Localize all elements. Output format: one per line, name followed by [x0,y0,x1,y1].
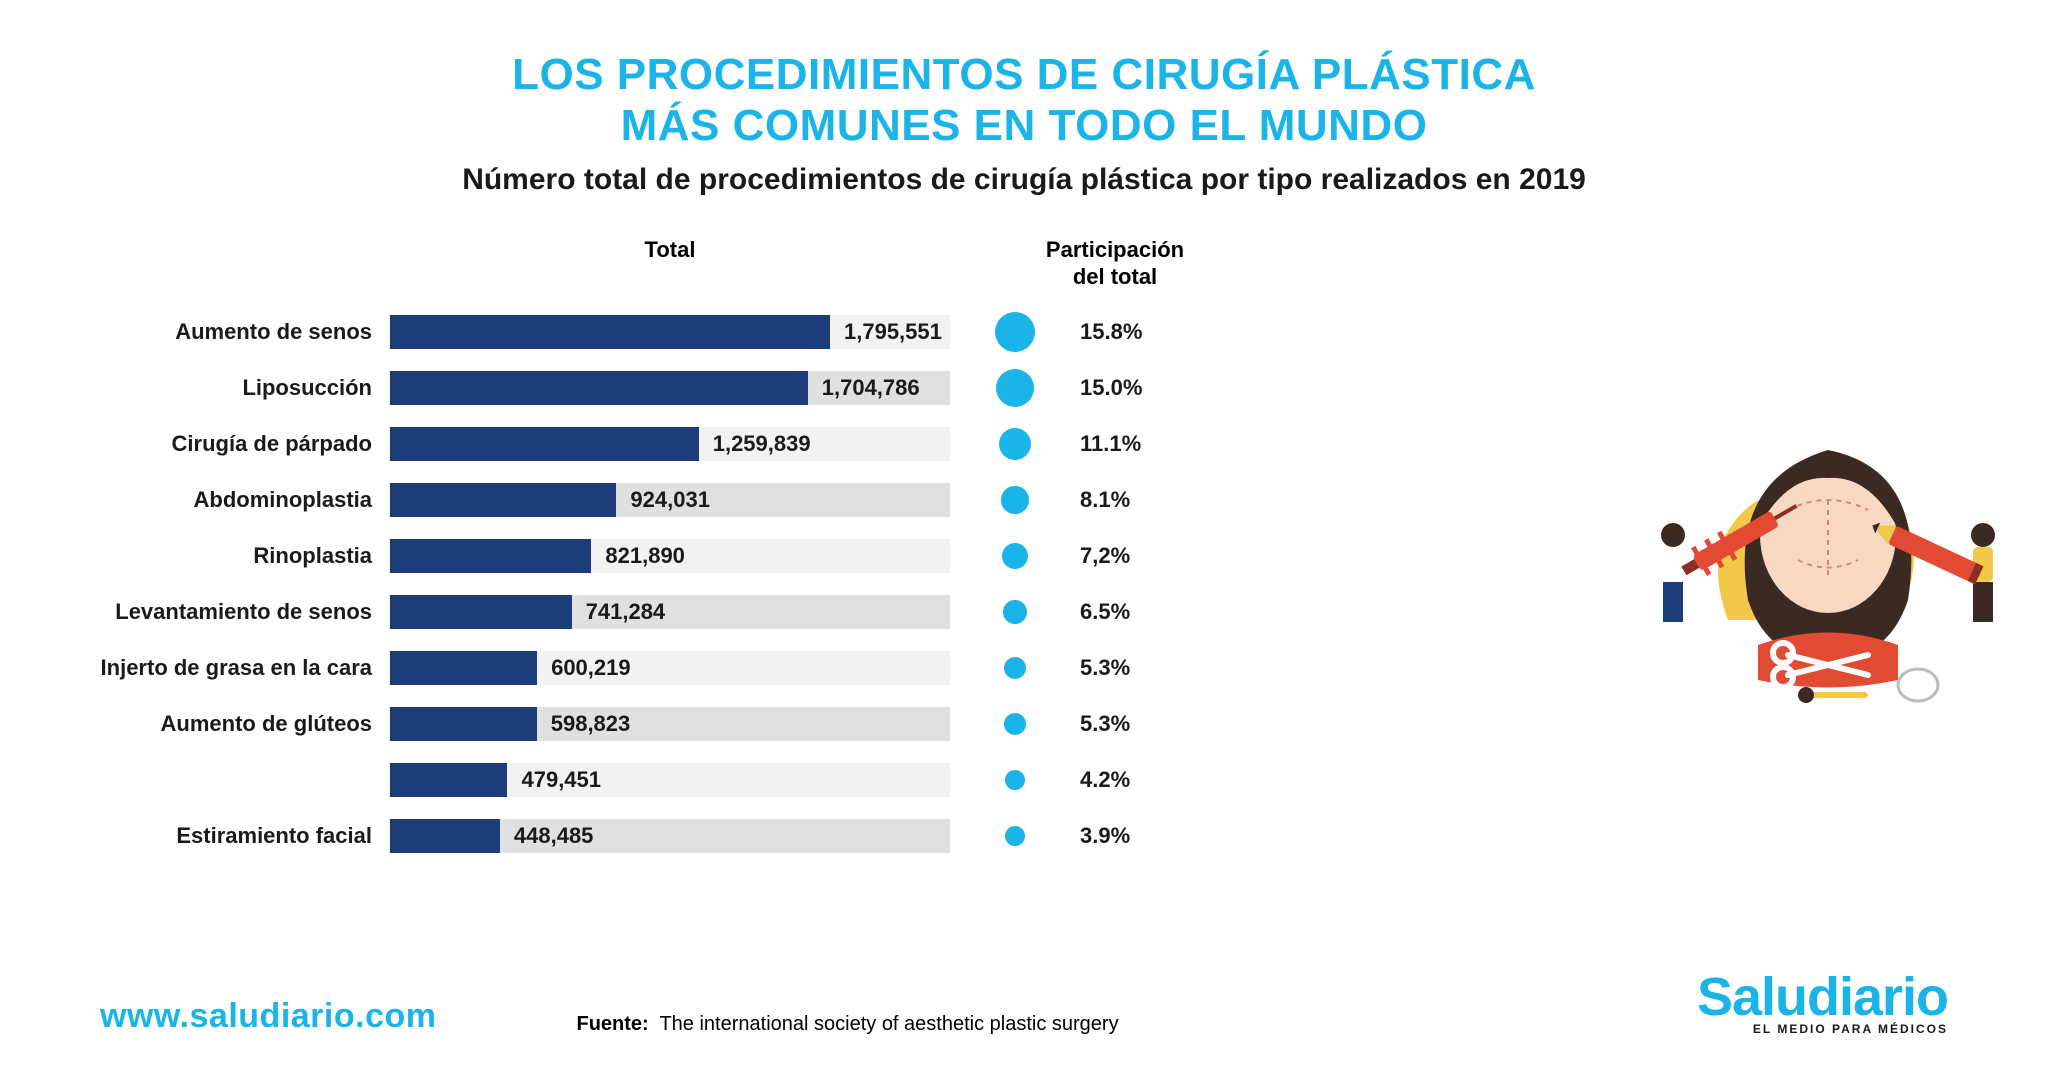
dot-cell [950,428,1080,460]
bar-track: 741,284 [390,595,950,629]
dot-cell [950,312,1080,352]
header-participation: Participación del total [950,237,1280,290]
row-label: Injerto de grasa en la cara [100,655,390,681]
participation-pct: 6.5% [1080,599,1200,625]
dot-cell [950,600,1080,625]
bar-fill [390,595,572,629]
surgery-illustration-icon [1638,360,2018,710]
participation-dot-icon [1005,770,1026,791]
title-line-1: LOS PROCEDIMIENTOS DE CIRUGÍA PLÁSTICA [512,50,1536,99]
title-line-2: MÁS COMUNES EN TODO EL MUNDO [621,101,1428,150]
participation-dot-icon [995,312,1035,352]
bar-value: 600,219 [551,655,631,681]
chart-row: Injerto de grasa en la cara 600,219 5.3% [100,640,1280,696]
row-label: Cirugía de párpado [100,431,390,457]
participation-pct: 8.1% [1080,487,1200,513]
dot-cell [950,486,1080,513]
chart-row: Aumento de senos 1,795,551 15.8% [100,304,1280,360]
source-citation: Fuente: The international society of aes… [576,1013,1118,1036]
row-label: Rinoplastia [100,543,390,569]
chart-row: Liposucción 1,704,786 15.0% [100,360,1280,416]
row-label: Liposucción [100,375,390,401]
brand-name: Saludiario [1697,973,1948,1022]
bar-track: 1,259,839 [390,427,950,461]
participation-pct: 11.1% [1080,431,1200,457]
bar-track: 924,031 [390,483,950,517]
footer: www.saludiario.com Fuente: The internati… [0,973,2048,1036]
page-subtitle: Número total de procedimientos de cirugí… [100,163,1948,197]
participation-dot-icon [1002,543,1028,569]
header-total: Total [390,237,950,290]
bar-fill [390,819,500,853]
brand-logo: Saludiario EL MEDIO PARA MÉDICOS [1697,973,1948,1036]
participation-pct: 15.0% [1080,375,1200,401]
bar-fill [390,539,591,573]
participation-dot-icon [999,428,1031,460]
participation-dot-icon [1001,486,1028,513]
chart-row: Aumento de glúteos 598,823 5.3% [100,696,1280,752]
bar-track: 821,890 [390,539,950,573]
row-label: Abdominoplastia [100,487,390,513]
row-label: Aumento de senos [100,319,390,345]
chart-headers: Total Participación del total [100,237,1280,290]
bar-value: 448,485 [514,823,594,849]
dot-cell [950,657,1080,680]
chart-row: Cirugía de párpado 1,259,839 11.1% [100,416,1280,472]
bar-track: 1,795,551 [390,315,950,349]
bar-fill [390,651,537,685]
bar-fill [390,763,507,797]
bar-fill [390,315,830,349]
participation-pct: 15.8% [1080,319,1200,345]
dot-cell [950,770,1080,791]
chart-row: Estiramiento facial 448,485 3.9% [100,808,1280,864]
participation-pct: 3.9% [1080,823,1200,849]
bar-fill [390,371,808,405]
row-label: Levantamiento de senos [100,599,390,625]
bar-value: 479,451 [521,767,601,793]
bar-value: 741,284 [586,599,666,625]
dot-cell [950,826,1080,846]
row-label: Aumento de glúteos [100,711,390,737]
bar-value: 1,259,839 [713,431,811,457]
dot-cell [950,713,1080,736]
participation-dot-icon [996,369,1035,408]
participation-pct: 5.3% [1080,711,1200,737]
row-label: Estiramiento facial [100,823,390,849]
bar-fill [390,427,699,461]
bar-track: 600,219 [390,651,950,685]
participation-pct: 7,2% [1080,543,1200,569]
bar-value: 821,890 [605,543,685,569]
participation-dot-icon [1003,600,1028,625]
bar-chart: Total Participación del total Aumento de… [100,237,1280,864]
bar-value: 598,823 [551,711,631,737]
participation-dot-icon [1004,657,1027,680]
chart-row: Levantamiento de senos 741,284 6.5% [100,584,1280,640]
bar-track: 479,451 [390,763,950,797]
bar-value: 1,704,786 [822,375,920,401]
website-url: www.saludiario.com [100,997,436,1036]
bar-track: 1,704,786 [390,371,950,405]
page-title: LOS PROCEDIMIENTOS DE CIRUGÍA PLÁSTICA M… [100,50,1948,151]
bar-value: 1,795,551 [844,319,942,345]
bar-track: 448,485 [390,819,950,853]
dot-cell [950,369,1080,408]
chart-row: Rinoplastia 821,890 7,2% [100,528,1280,584]
dot-cell [950,543,1080,569]
bar-track: 598,823 [390,707,950,741]
chart-row: Abdominoplastia 924,031 8.1% [100,472,1280,528]
participation-pct: 5.3% [1080,655,1200,681]
bar-value: 924,031 [630,487,710,513]
bar-fill [390,707,537,741]
participation-pct: 4.2% [1080,767,1200,793]
bar-fill [390,483,616,517]
participation-dot-icon [1004,713,1027,736]
chart-row: 479,451 4.2% [100,752,1280,808]
participation-dot-icon [1005,826,1025,846]
